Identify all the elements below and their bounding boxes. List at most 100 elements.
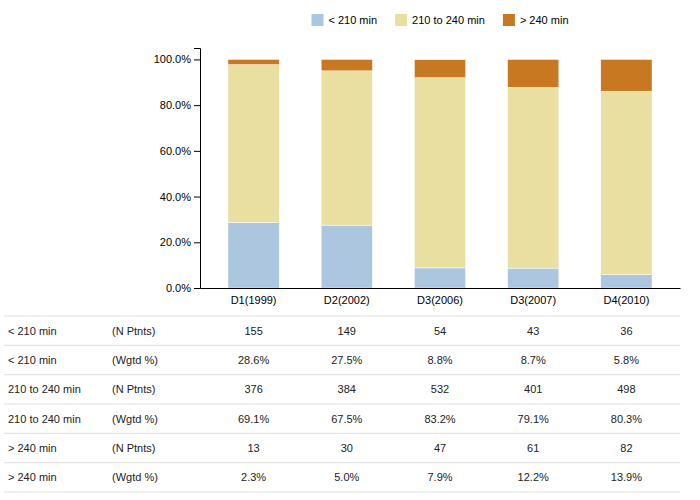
table-cell: 13.9% (611, 471, 642, 483)
legend: < 210 min 210 to 240 min > 240 min (311, 14, 568, 26)
table-cell: 8.7% (521, 354, 546, 366)
y-tick: 0.0% (166, 282, 200, 294)
x-tick: D1(1999) (231, 294, 277, 306)
table-cell: 8.8% (427, 354, 452, 366)
x-tick-label: D1(1999) (231, 294, 277, 306)
y-tick-mark (194, 151, 200, 152)
table-cell: 13 (247, 442, 259, 454)
bar-segment (508, 59, 559, 87)
bar-segment (414, 268, 465, 288)
table-row-label: > 240 min (8, 471, 57, 483)
table-cell: 83.2% (424, 413, 455, 425)
table: < 210 min(N Ptnts)155149544336< 210 min(… (4, 316, 680, 492)
table-cell: 12.2% (518, 471, 549, 483)
table-row-label: 210 to 240 min (8, 383, 81, 395)
table-cell: 7.9% (427, 471, 452, 483)
y-tick-mark (194, 59, 200, 60)
table-row-label: 210 to 240 min (8, 413, 81, 425)
y-tick-label: 40.0% (160, 191, 191, 203)
table-row-label: (N Ptnts) (112, 383, 155, 395)
chart: 0.0% 20.0% 40.0% 60.0% 80.0% 100.0% D1(1999) D2… (0, 0, 700, 500)
x-tick-label: D4(2010) (603, 294, 649, 306)
legend-label: < 210 min (328, 14, 377, 26)
table-row-label: < 210 min (8, 354, 57, 366)
y-tick: 40.0% (160, 191, 200, 203)
y-tick: 20.0% (160, 236, 200, 248)
table-cell: 61 (527, 442, 539, 454)
table-row-label: (Wgtd %) (112, 354, 158, 366)
bar-segment (321, 71, 372, 225)
table-cell: 5.0% (334, 471, 359, 483)
x-tick: D2(2002) (324, 294, 370, 306)
bar-segment (414, 78, 465, 268)
table-row-label: (N Ptnts) (112, 325, 155, 337)
table-rule (4, 345, 680, 346)
bar-series (228, 59, 652, 91)
legend-item: > 240 min (503, 14, 569, 26)
y-tick-mark (194, 288, 200, 289)
y-tick: 100.0% (154, 53, 200, 65)
table-cell: 82 (620, 442, 632, 454)
y-tick-label: 20.0% (160, 236, 191, 248)
y-axis-line (194, 49, 201, 289)
x-tick: D4(2010) (603, 294, 649, 306)
table-rule (4, 404, 680, 405)
table-cell: 532 (431, 383, 449, 395)
y-tick: 80.0% (160, 99, 200, 111)
table-cell: 30 (341, 442, 353, 454)
y-tick-mark (194, 242, 200, 243)
x-tick-label: D3(2007) (510, 294, 556, 306)
y-tick-mark (194, 105, 200, 106)
table-cell: 67.5% (331, 413, 362, 425)
x-tick-label: D3(2006) (417, 294, 463, 306)
bar-segment (601, 91, 652, 275)
table-cell: 79.1% (518, 413, 549, 425)
x-tick: D3(2006) (417, 294, 463, 306)
table-cell: 27.5% (331, 354, 362, 366)
legend-label: 210 to 240 min (412, 14, 485, 26)
y-tick-label: 0.0% (166, 282, 191, 294)
y-tick-label: 80.0% (160, 99, 191, 111)
legend-swatch (503, 14, 515, 26)
y-tick: 60.0% (160, 145, 200, 157)
x-axis-line (201, 288, 681, 289)
table-rule (4, 316, 680, 317)
x-tick: D3(2007) (510, 294, 556, 306)
table-cell: 2.3% (241, 471, 266, 483)
bar-segment (414, 60, 465, 78)
table-rule (4, 492, 680, 493)
bar-segment (228, 59, 279, 64)
table-row-label: (N Ptnts) (112, 442, 155, 454)
table-rule (4, 374, 680, 375)
table-cell: 69.1% (238, 413, 269, 425)
legend-label: > 240 min (520, 14, 569, 26)
bar-segment (321, 225, 372, 288)
table-cell: 80.3% (611, 413, 642, 425)
x-axis: D1(1999) D2(2002) D3(2006) D3(2007) D4(2010) (201, 289, 681, 306)
y-tick-label: 60.0% (160, 145, 191, 157)
table-cell: 5.8% (614, 354, 639, 366)
y-axis: 0.0% 20.0% 40.0% 60.0% 80.0% 100.0% (154, 49, 201, 295)
table-row-label: (Wgtd %) (112, 413, 158, 425)
bar-segment (321, 59, 372, 70)
table-cell: 155 (244, 325, 262, 337)
table-row-label: (Wgtd %) (112, 471, 158, 483)
table-cell: 43 (527, 325, 539, 337)
table-cell: 401 (524, 383, 542, 395)
bar-segment (601, 275, 652, 288)
bar-series (228, 65, 652, 275)
bar-segment (228, 223, 279, 288)
bar-segment (508, 87, 559, 268)
table-cell: 376 (244, 383, 262, 395)
bar-segment (601, 59, 652, 91)
table-row-label: > 240 min (8, 442, 57, 454)
table-row-label: < 210 min (8, 325, 57, 337)
table-cell: 498 (617, 383, 635, 395)
legend-item: 210 to 240 min (395, 14, 485, 26)
legend-item: < 210 min (311, 14, 377, 26)
y-tick-mark (194, 197, 200, 198)
y-tick-label: 100.0% (154, 53, 192, 65)
bars (228, 59, 652, 288)
table-cell: 54 (434, 325, 446, 337)
table-cell: 28.6% (238, 354, 269, 366)
